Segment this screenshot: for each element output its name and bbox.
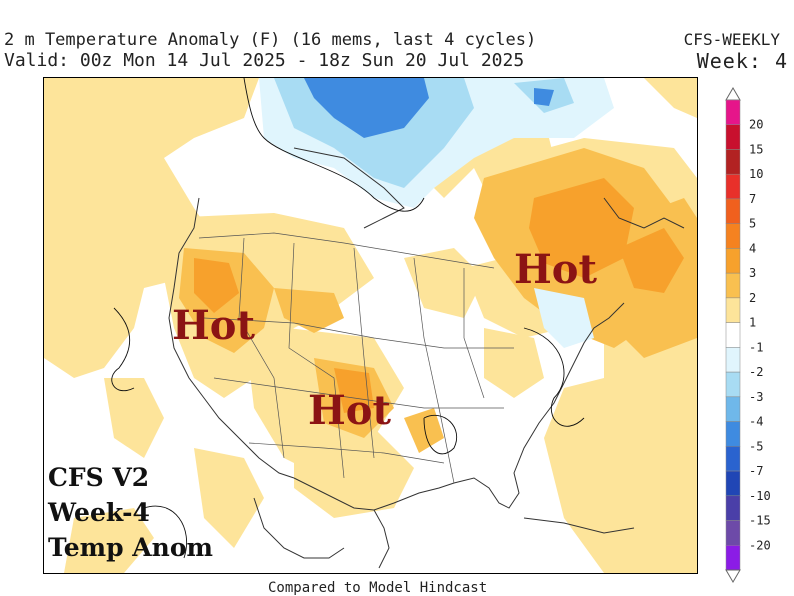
borders — [198, 232, 514, 484]
colorbar-label: -4 — [749, 415, 763, 429]
model-name: CFS-WEEKLY — [683, 30, 780, 49]
cold-anomaly-regions — [304, 78, 554, 138]
hot-label-west: Hot — [172, 302, 255, 349]
week-label: Week: 4 — [696, 49, 788, 73]
colorbar-label: 10 — [749, 167, 763, 181]
map-canvas — [44, 78, 697, 573]
colorbar-swatch — [725, 495, 741, 521]
colorbar-swatch — [725, 248, 741, 274]
colorbar-label: 1 — [749, 316, 756, 330]
map-title: 2 m Temperature Anomaly (F) (16 mems, la… — [4, 30, 537, 50]
model-caption-line2: Week-4 — [48, 498, 150, 527]
colorbar-swatch — [725, 223, 741, 249]
colorbar-label: -15 — [749, 514, 771, 528]
colorbar-swatch — [725, 347, 741, 373]
colorbar-swatch — [725, 272, 741, 299]
model-caption-line3: Temp Anom — [48, 533, 213, 562]
colorbar-label: 3 — [749, 266, 756, 280]
colorbar-top-arrow — [725, 87, 741, 101]
colorbar-label: 7 — [749, 192, 756, 206]
anomaly-map — [43, 77, 698, 574]
colorbar-label: -7 — [749, 464, 763, 478]
valid-period: Valid: 00z Mon 14 Jul 2025 - 18z Sun 20 … — [4, 50, 525, 71]
colorbar-bottom-arrow — [725, 569, 741, 583]
colorbar-swatch — [725, 322, 741, 348]
zero-contours — [111, 78, 585, 559]
colorbar-label: 2 — [749, 291, 756, 305]
model-caption-line1: CFS V2 — [48, 463, 150, 492]
footer-note: Compared to Model Hindcast — [268, 580, 488, 596]
colorbar-label: 15 — [749, 142, 763, 156]
colorbar-label: -20 — [749, 538, 771, 552]
hot-label-east: Hot — [514, 246, 597, 293]
colorbar-swatch — [725, 99, 741, 125]
hot-label-south: Hot — [308, 387, 391, 434]
colorbar-swatch — [725, 446, 741, 472]
colorbar-swatch — [725, 520, 741, 546]
colorbar-swatch — [725, 149, 741, 175]
colorbar-swatch — [725, 297, 741, 323]
colorbar-swatches — [725, 87, 741, 583]
coastlines — [168, 147, 685, 569]
colorbar-swatch — [725, 470, 741, 497]
colorbar-label: -2 — [749, 365, 763, 379]
colorbar-label: -10 — [749, 489, 771, 503]
colorbar-label: -1 — [749, 340, 763, 354]
colorbar-label: 5 — [749, 217, 756, 231]
colorbar-swatch — [725, 124, 741, 150]
colorbar-swatch — [725, 173, 741, 200]
colorbar-label: 20 — [749, 118, 763, 132]
colorbar-label: -5 — [749, 439, 763, 453]
colorbar-swatch — [725, 545, 741, 571]
colorbar-label: 4 — [749, 241, 756, 255]
colorbar-swatch — [725, 396, 741, 422]
colorbar-swatch — [725, 421, 741, 447]
colorbar-label: -3 — [749, 390, 763, 404]
colorbar-swatch — [725, 198, 741, 224]
colorbar-labels: 20 15 10 7 5 4 3 2 1 -1 -2 -3 -4 -5 -7 -10 -15 -20 — [749, 118, 771, 553]
colorbar-legend: 20 15 10 7 5 4 3 2 1 -1 -2 -3 -4 -5 -7 -10 -15 -20 — [725, 87, 771, 583]
colorbar-swatch — [725, 371, 741, 398]
